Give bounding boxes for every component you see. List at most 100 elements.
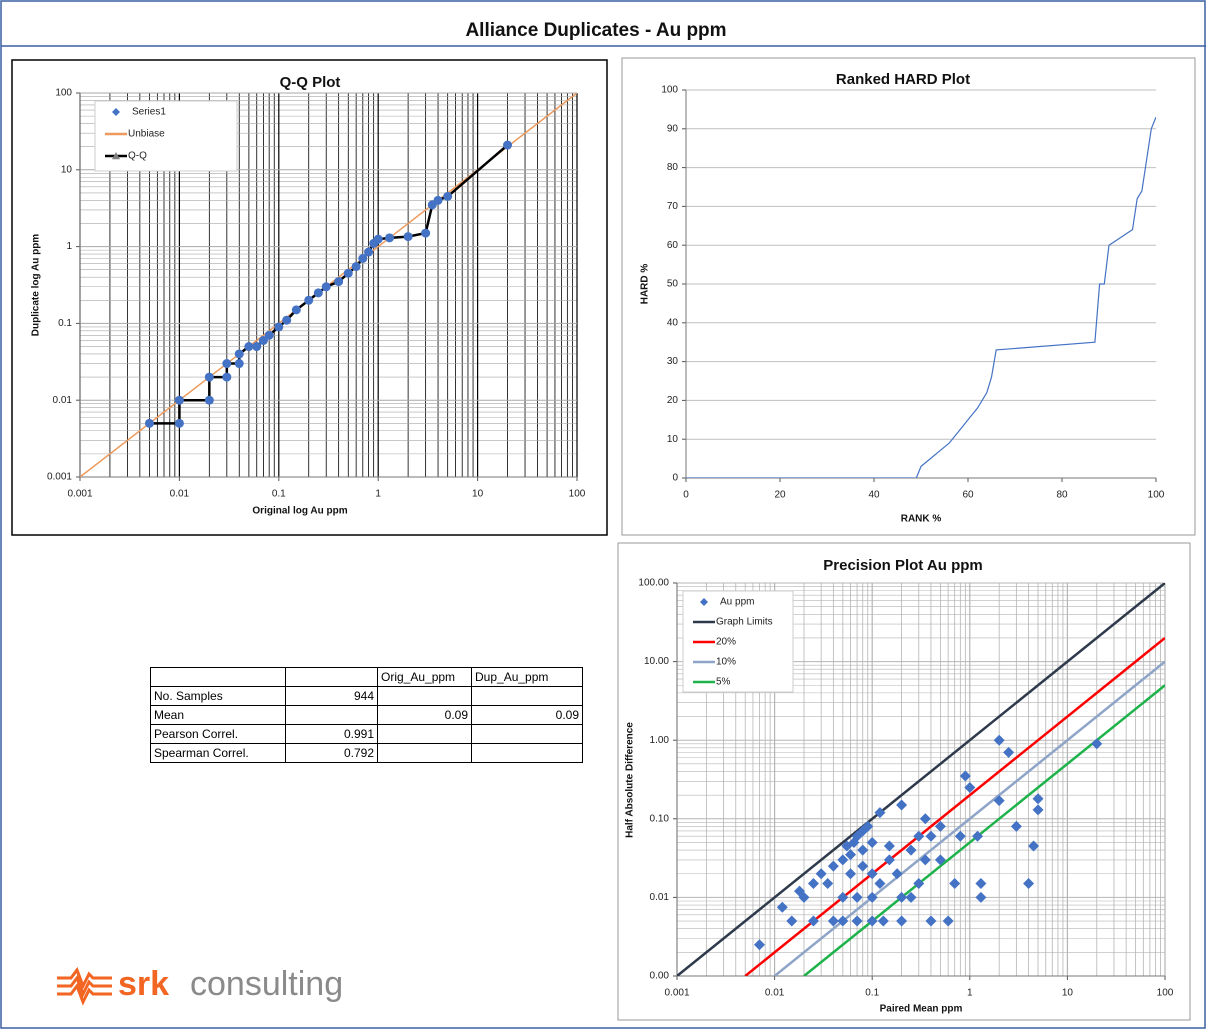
y-tick-label: 20 xyxy=(667,395,679,406)
point xyxy=(851,915,863,927)
point xyxy=(877,915,889,927)
table-cell xyxy=(377,743,472,763)
point xyxy=(252,342,262,352)
point xyxy=(925,915,937,927)
table-cell xyxy=(150,667,286,687)
point xyxy=(321,282,331,292)
y-tick-label: 10 xyxy=(667,434,679,445)
point xyxy=(222,372,232,382)
point xyxy=(905,891,917,903)
plot-area xyxy=(686,116,1156,478)
point xyxy=(827,860,839,872)
legend-label: 20% xyxy=(716,637,736,648)
table-cell xyxy=(471,724,583,744)
y-tick-label: 1 xyxy=(66,241,72,252)
x-tick-label: 100 xyxy=(569,489,586,500)
y-tick-label: 100 xyxy=(661,85,678,96)
point xyxy=(827,915,839,927)
point xyxy=(776,901,788,913)
point xyxy=(919,813,931,825)
point xyxy=(313,288,323,298)
point xyxy=(222,359,232,369)
x-tick-label: 0.1 xyxy=(865,988,879,999)
point xyxy=(913,830,925,842)
chart-title: Ranked HARD Plot xyxy=(836,71,970,88)
point xyxy=(975,878,987,890)
y-tick-label: 100.00 xyxy=(638,578,669,589)
point xyxy=(174,395,184,405)
x-tick-label: 10 xyxy=(472,489,484,500)
page-title: Alliance Duplicates - Au ppm xyxy=(465,20,726,41)
point xyxy=(993,795,1005,807)
x-tick-label: 0.001 xyxy=(664,988,689,999)
point xyxy=(905,844,917,856)
legend-swatch xyxy=(112,108,120,116)
x-tick-label: 40 xyxy=(868,490,880,501)
table-cell: Mean xyxy=(150,705,286,725)
chart-title: Q-Q Plot xyxy=(280,74,341,91)
table-cell xyxy=(285,705,378,725)
line xyxy=(686,116,1156,478)
legend-label: 5% xyxy=(716,677,731,688)
y-tick-label: 60 xyxy=(667,240,679,251)
logo-icon xyxy=(57,982,112,1006)
point xyxy=(837,915,849,927)
point xyxy=(972,830,984,842)
point xyxy=(358,253,368,263)
point xyxy=(282,315,292,325)
x-tick-label: 0 xyxy=(683,490,689,501)
point xyxy=(1010,820,1022,832)
x-tick-label: 80 xyxy=(1056,490,1068,501)
point xyxy=(798,891,810,903)
table-cell: 0.991 xyxy=(285,724,378,744)
legend-label: Unbiase xyxy=(128,129,165,140)
y-tick-label: 1.00 xyxy=(650,735,670,746)
y-tick-label: 0.01 xyxy=(650,892,670,903)
y-tick-label: 0.1 xyxy=(58,318,72,329)
point xyxy=(234,349,244,359)
table-row: Spearman Correl. 0.792 xyxy=(150,743,583,763)
point xyxy=(925,830,937,842)
x-tick-label: 100 xyxy=(1148,490,1165,501)
y-tick-label: 100 xyxy=(55,88,72,99)
y-axis-title: Duplicate log Au ppm xyxy=(31,234,42,337)
table-cell xyxy=(285,667,378,687)
point xyxy=(443,191,453,201)
logo-icon xyxy=(57,974,112,998)
y-axis-title: HARD % xyxy=(640,264,651,305)
table-cell: 944 xyxy=(285,686,378,706)
logo-word: consulting xyxy=(190,965,343,1003)
point xyxy=(174,418,184,428)
line xyxy=(773,660,1165,976)
point xyxy=(204,372,214,382)
point xyxy=(896,891,908,903)
point xyxy=(1032,804,1044,816)
point xyxy=(264,330,274,340)
point xyxy=(934,820,946,832)
point xyxy=(896,915,908,927)
point xyxy=(874,807,886,819)
y-tick-label: 30 xyxy=(667,356,679,367)
plot-area xyxy=(80,93,577,477)
x-tick-label: 10 xyxy=(1062,988,1074,999)
point xyxy=(949,878,961,890)
point xyxy=(857,844,869,856)
point xyxy=(503,140,513,150)
plot-area xyxy=(677,583,1165,976)
table-cell: 0.792 xyxy=(285,743,378,763)
legend-label: Series1 xyxy=(132,107,166,118)
point xyxy=(862,820,874,832)
y-tick-label: 0.01 xyxy=(53,395,73,406)
point xyxy=(385,233,395,243)
point xyxy=(1003,746,1015,758)
y-tick-label: 0.00 xyxy=(650,971,670,982)
point xyxy=(866,836,878,848)
legend-swatch xyxy=(700,598,708,606)
point xyxy=(822,878,834,890)
y-tick-label: 10.00 xyxy=(644,656,669,667)
chart: Precision Plot Au ppm Paired Mean ppm Half… xyxy=(625,557,1174,1015)
point xyxy=(351,262,361,272)
point xyxy=(373,234,383,244)
